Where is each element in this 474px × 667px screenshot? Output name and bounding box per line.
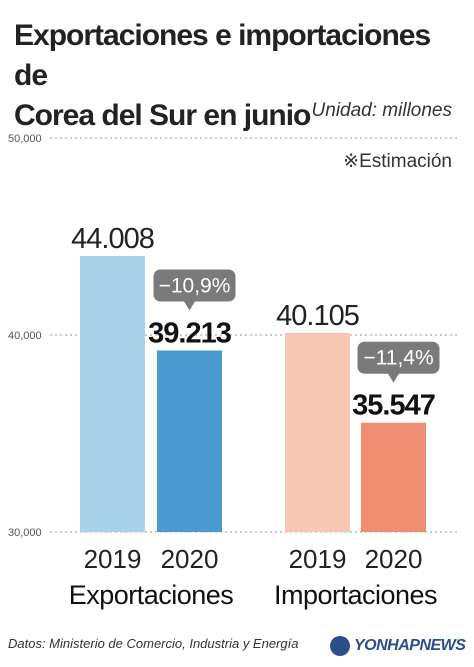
y-tick-label: 30,000 <box>8 527 42 539</box>
data-label: 39.213 <box>148 318 232 350</box>
source-note: Datos: Ministerio de Comercio, Industria… <box>8 636 299 651</box>
y-tick-label: 40,000 <box>8 330 42 342</box>
title-line-1: Exportaciones e importaciones de <box>14 19 431 92</box>
data-label: 40.105 <box>276 300 359 332</box>
yonhap-logo: YONHAPNEWS <box>326 634 470 660</box>
data-label: 44.008 <box>71 223 154 255</box>
change-label: −11,4% <box>363 347 433 370</box>
badge-pointer <box>387 372 400 383</box>
change-label: −10,9% <box>159 275 231 298</box>
unit-label: Unidad: millones <box>311 100 452 121</box>
change-badge <box>153 269 236 302</box>
badge-pointer <box>183 300 196 311</box>
y-tick-label: 50,000 <box>8 133 42 145</box>
group-label: Exportaciones <box>69 580 234 610</box>
x-tick-label: 2020 <box>365 544 423 574</box>
estimation-note: ※Estimación <box>343 151 452 172</box>
x-tick-label: 2019 <box>84 544 142 574</box>
logo-icon <box>330 636 350 656</box>
bar <box>361 422 426 532</box>
x-tick-label: 2020 <box>161 544 219 574</box>
bar <box>80 256 145 532</box>
group-label: Importaciones <box>274 580 437 610</box>
data-label: 35.547 <box>352 390 435 422</box>
change-badge <box>357 341 440 374</box>
chart-title: Exportaciones e importaciones de Corea d… <box>14 16 464 136</box>
x-tick-label: 2019 <box>289 544 347 574</box>
logo-text: YONHAPNEWS <box>354 637 466 654</box>
bar <box>285 332 350 532</box>
bar <box>157 350 222 532</box>
title-line-2: Corea del Sur en junio <box>14 99 311 132</box>
